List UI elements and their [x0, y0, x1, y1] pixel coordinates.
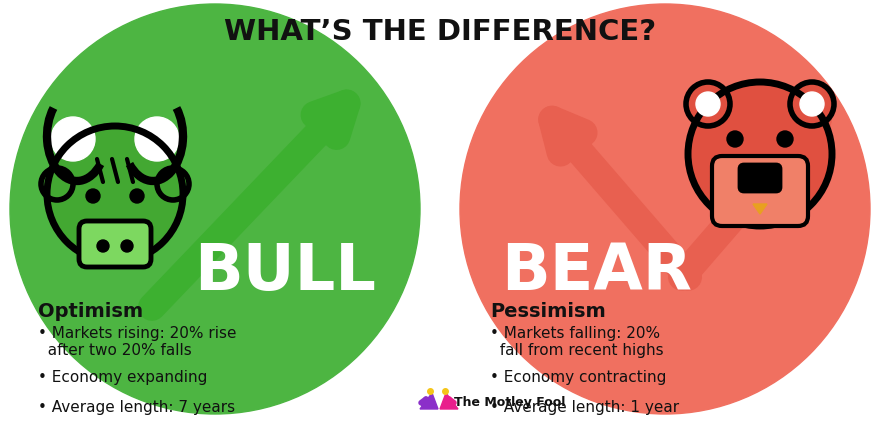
Polygon shape [440, 393, 458, 409]
Text: • Markets rising: 20% rise
  after two 20% falls: • Markets rising: 20% rise after two 20%… [38, 325, 237, 357]
Circle shape [686, 83, 730, 127]
Text: • Economy expanding: • Economy expanding [38, 369, 208, 384]
Text: BULL: BULL [194, 240, 376, 302]
Text: Optimism: Optimism [38, 301, 143, 320]
Circle shape [86, 190, 100, 204]
Circle shape [51, 118, 95, 162]
Circle shape [460, 5, 870, 414]
Text: • Average length: 1 year: • Average length: 1 year [490, 399, 679, 414]
Text: The Motley Fool: The Motley Fool [454, 396, 565, 409]
Circle shape [688, 83, 832, 226]
Polygon shape [753, 205, 767, 215]
FancyBboxPatch shape [739, 165, 781, 193]
Circle shape [777, 132, 793, 148]
Circle shape [800, 93, 824, 117]
Text: WHAT’S THE DIFFERENCE?: WHAT’S THE DIFFERENCE? [224, 18, 656, 46]
Text: BEAR: BEAR [502, 240, 693, 302]
FancyBboxPatch shape [79, 222, 151, 267]
Polygon shape [420, 393, 438, 409]
Text: • Average length: 7 years: • Average length: 7 years [38, 399, 235, 414]
FancyBboxPatch shape [712, 157, 808, 226]
Circle shape [121, 240, 133, 252]
Circle shape [727, 132, 743, 148]
Circle shape [157, 169, 189, 201]
Circle shape [97, 240, 109, 252]
Circle shape [41, 169, 73, 201]
Text: • Economy contracting: • Economy contracting [490, 369, 666, 384]
Circle shape [135, 118, 179, 162]
Text: vs.: vs. [417, 258, 463, 285]
Text: • Markets falling: 20%
  fall from recent highs: • Markets falling: 20% fall from recent … [490, 325, 664, 357]
Text: Pessimism: Pessimism [490, 301, 605, 320]
Circle shape [10, 5, 420, 414]
Circle shape [47, 127, 183, 262]
Circle shape [130, 190, 144, 204]
Circle shape [790, 83, 834, 127]
Circle shape [696, 93, 720, 117]
